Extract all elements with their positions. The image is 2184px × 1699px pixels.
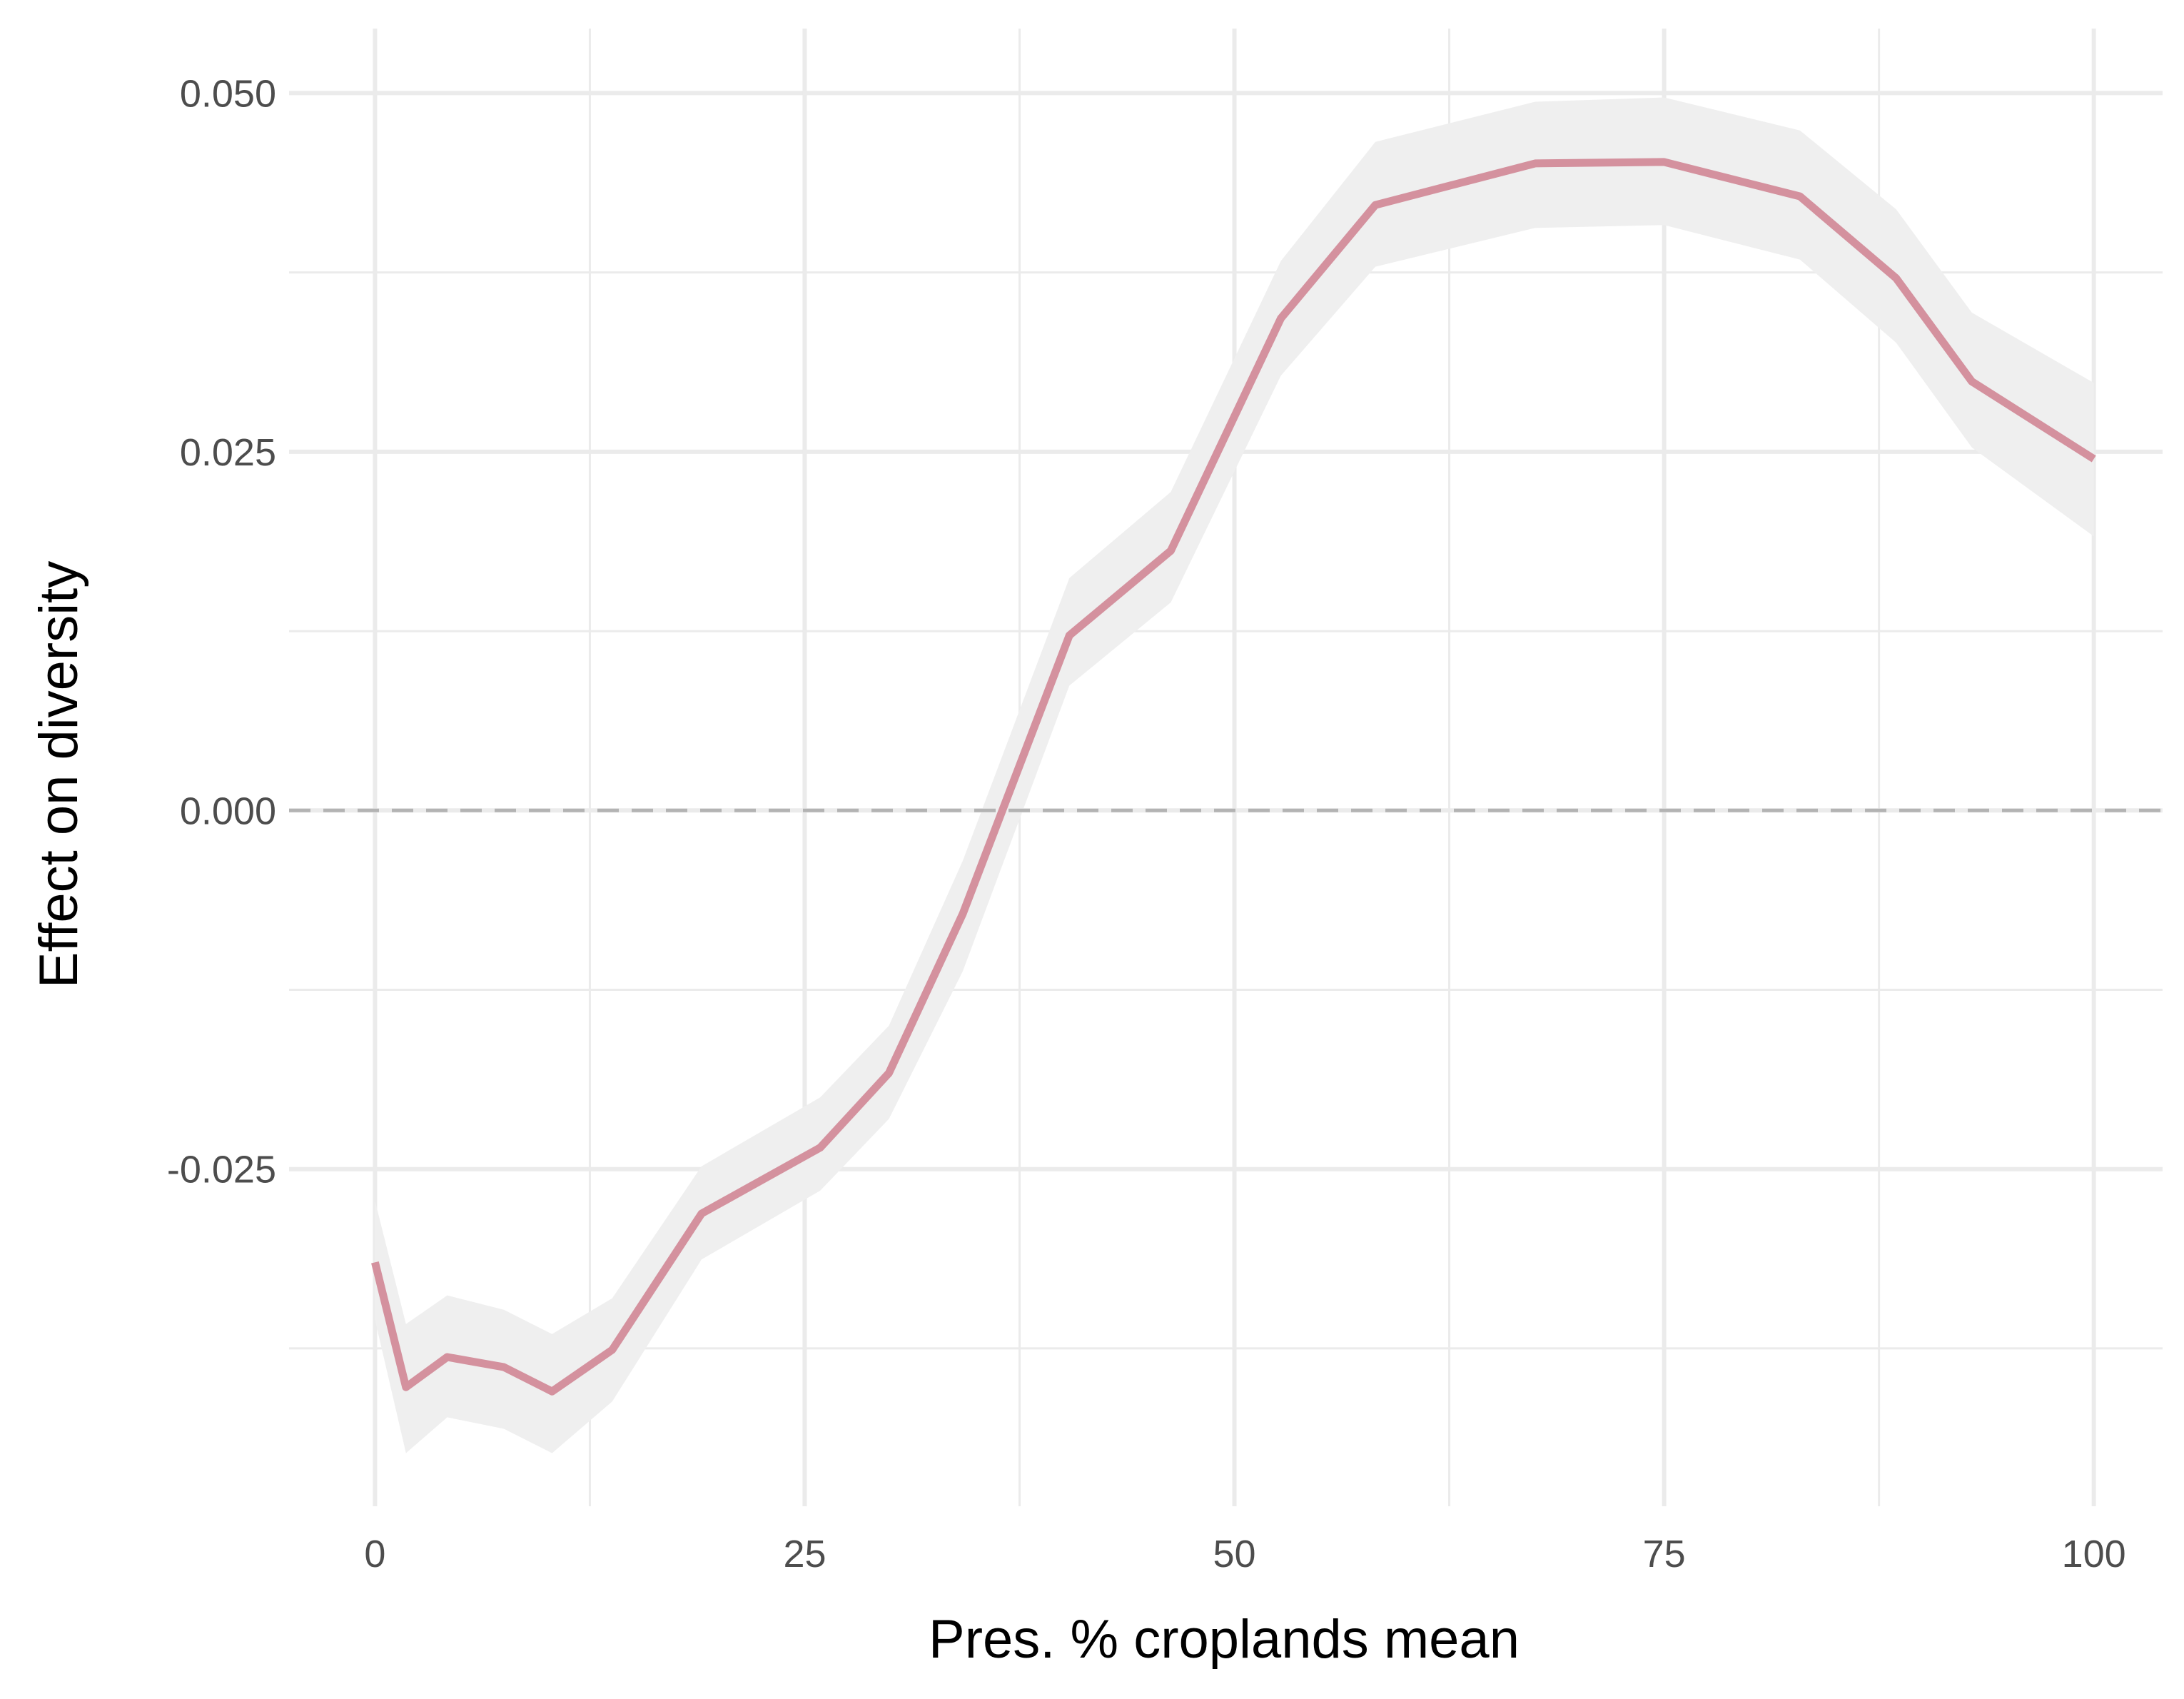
x-tick-label: 75 [1643,1533,1686,1576]
y-tick-label: -0.025 [167,1149,276,1191]
x-tick-label: 50 [1213,1533,1256,1576]
y-axis-ticks: -0.025 0.000 0.025 0.050 [167,72,276,1191]
confidence-band-layer [375,97,2094,1453]
series-line-layer [371,158,2096,1396]
confidence-band [375,97,2094,1453]
x-tick-label: 25 [783,1533,826,1576]
series-line [371,158,2096,1396]
y-axis-title: Effect on diversity [29,561,89,988]
x-axis-ticks: 0 25 50 75 100 [364,1533,2125,1576]
x-tick-label: 0 [364,1533,385,1576]
y-tick-label: 0.050 [180,72,276,115]
y-tick-label: 0.000 [180,790,276,832]
x-axis-title: Pres. % croplands mean [929,1609,1520,1670]
x-tick-label: 100 [2062,1533,2126,1576]
y-tick-label: 0.025 [180,431,276,474]
